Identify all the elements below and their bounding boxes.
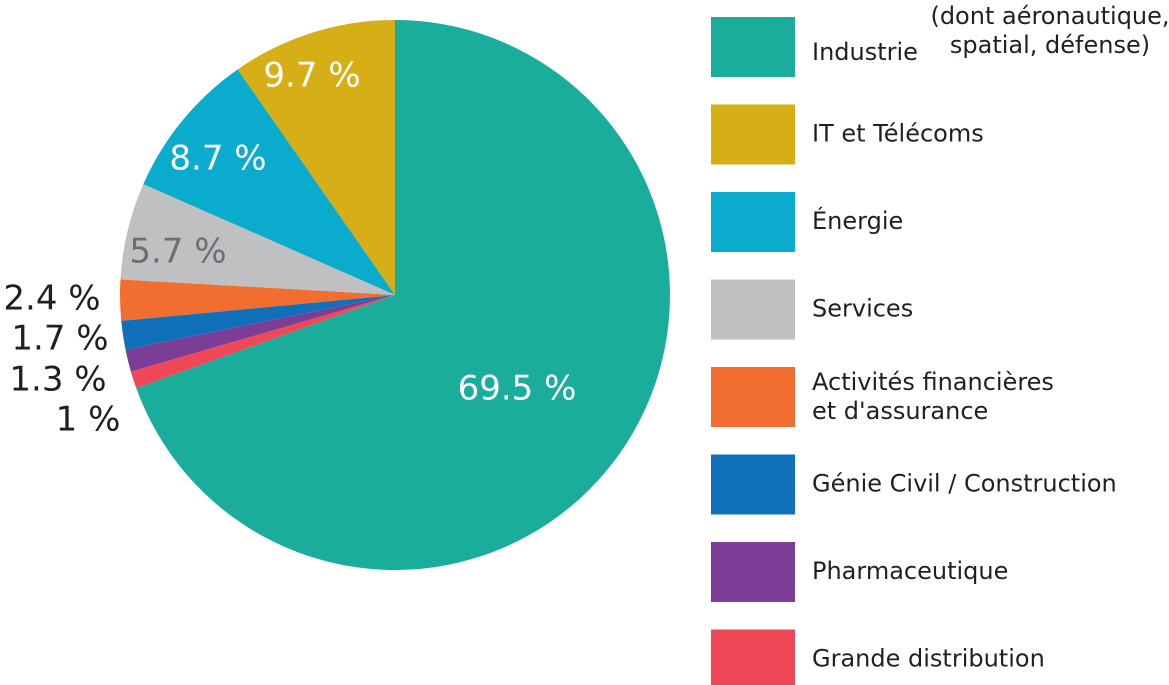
data-label: 2.4 %	[3, 279, 100, 319]
data-label: 5.7 %	[129, 232, 226, 272]
legend-swatch	[711, 367, 795, 427]
data-label: 1.7 %	[11, 319, 108, 359]
legend-swatch	[711, 542, 795, 602]
data-label: 8.7 %	[169, 139, 266, 179]
legend-label: Services	[812, 295, 913, 323]
pie-slice	[143, 69, 395, 295]
legend-label: Activités financières et d'assurance	[812, 368, 1054, 425]
legend-label: IT et Télécoms	[812, 120, 984, 148]
data-label: 1 %	[56, 400, 121, 440]
legend-swatch	[711, 629, 795, 685]
pie-slice	[120, 184, 395, 295]
data-label: 69.5 %	[458, 369, 577, 409]
pie-slice	[121, 295, 395, 350]
pie-slice	[125, 295, 396, 372]
pie-slice	[120, 279, 396, 321]
legend-swatch	[711, 104, 795, 165]
legend-label: Génie Civil / Construction	[812, 470, 1117, 498]
legend-swatch	[711, 279, 795, 340]
legend-label: Industrie	[812, 38, 918, 66]
pie-slice	[237, 20, 395, 295]
legend-swatch	[711, 17, 795, 77]
data-label: 9.7 %	[263, 56, 360, 96]
legend-label: Grande distribution	[812, 645, 1045, 673]
annotation: (dont aéronautique, spatial, défense)	[930, 2, 1169, 59]
legend-label: Énergie	[812, 206, 903, 235]
pie-slice	[136, 20, 670, 570]
legend-swatch	[711, 192, 795, 252]
legend-label: Pharmaceutique	[812, 557, 1008, 585]
pie-slice	[130, 295, 395, 389]
legend-swatch	[711, 454, 795, 515]
data-label: 1.3 %	[9, 360, 106, 400]
